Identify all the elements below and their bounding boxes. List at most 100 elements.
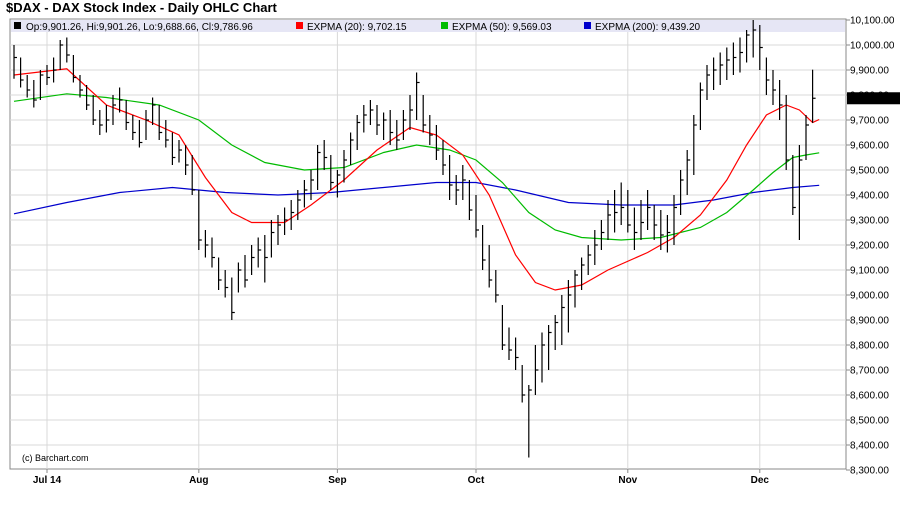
- y-tick-label: 9,300.00: [850, 216, 889, 227]
- ohlc-bar: [429, 115, 433, 145]
- ohlc-bar: [442, 140, 446, 175]
- ohlc-bar: [752, 20, 757, 58]
- x-tick-label: Jul 14: [33, 475, 62, 486]
- y-tick-label: 8,400.00: [850, 441, 889, 452]
- ohlc-bar: [105, 105, 110, 133]
- ohlc-bar: [528, 385, 532, 458]
- y-tick-label: 8,500.00: [850, 416, 889, 427]
- ohlc-bar: [587, 245, 592, 275]
- ohlc-bar: [270, 220, 275, 258]
- legend-ohlc-swatch: [14, 22, 21, 29]
- ohlc-bar: [759, 25, 763, 70]
- ohlc-bar: [646, 190, 651, 230]
- ohlc-bar: [475, 195, 479, 238]
- ohlc-bar: [158, 105, 163, 140]
- ohlc-bar: [514, 337, 519, 370]
- y-tick-label: 10,100.00: [850, 16, 895, 27]
- ohlc-bar: [33, 80, 37, 108]
- ohlc-bar: [376, 105, 380, 135]
- y-tick-label: 9,600.00: [850, 141, 889, 152]
- ohlc-bar: [653, 205, 658, 240]
- ohlc-bar: [534, 345, 539, 395]
- ohlc-bar: [191, 155, 196, 195]
- ohlc-bar: [92, 95, 97, 125]
- ohlc-bar: [778, 80, 783, 120]
- ohlc-bar: [455, 175, 460, 205]
- ohlc-bar: [396, 120, 400, 150]
- ohlc-bar: [501, 305, 506, 350]
- y-tick-label: 9,400.00: [850, 191, 889, 202]
- ohlc-bar: [693, 115, 697, 175]
- ohlc-bar: [600, 220, 605, 250]
- ohlc-bar: [218, 257, 222, 290]
- legend-ema20: EXPMA (20): 9,702.15: [307, 22, 407, 33]
- ohlc-bar: [277, 215, 281, 245]
- ema20-line: [13, 68, 820, 291]
- ohlc-bar: [594, 230, 598, 265]
- credit-text: (c) Barchart.com: [22, 453, 89, 463]
- ohlc-bar: [805, 115, 809, 160]
- y-tick-label: 9,000.00: [850, 291, 889, 302]
- ohlc-bar: [39, 70, 44, 100]
- y-tick-label: 9,100.00: [850, 266, 889, 277]
- ohlc-bar: [792, 155, 796, 215]
- ohlc-bar: [369, 100, 374, 125]
- plot-background: [9, 18, 847, 470]
- ohlc-bar: [284, 207, 288, 235]
- ohlc-bar: [171, 132, 176, 165]
- ohlc-bar: [673, 195, 677, 245]
- legend-ema200: EXPMA (200): 9,439.20: [595, 22, 701, 33]
- y-axis: 8,300.00 8,400.00 8,500.00 8,600.00 8,700.00…: [846, 16, 895, 477]
- ohlc-bar: [383, 112, 387, 140]
- ohlc-bar: [204, 230, 209, 258]
- legend-ema200-swatch: [584, 22, 591, 29]
- ohlc-bar: [343, 150, 347, 183]
- ohlc-bar: [613, 190, 618, 233]
- ohlc-bar: [198, 190, 202, 250]
- ohlc-bar: [811, 69, 816, 123]
- last-price-tag-bg: [847, 92, 900, 105]
- ohlc-bar: [508, 327, 512, 360]
- ohlc-bar: [165, 120, 169, 148]
- ohlc-bar: [627, 190, 631, 233]
- ohlc-bar: [211, 237, 215, 268]
- ohlc-bar: [132, 115, 136, 140]
- x-tick-label: Sep: [328, 475, 346, 486]
- ohlc-bar: [620, 182, 625, 225]
- ohlc-bar: [666, 215, 671, 253]
- ohlc-bar: [178, 140, 182, 163]
- ohlc-bar: [20, 57, 24, 88]
- y-tick-label: 9,700.00: [850, 116, 889, 127]
- ohlc-bar: [712, 57, 717, 90]
- last-price-tag-text: 9,786.96: [850, 94, 889, 105]
- x-gridlines: [46, 32, 761, 469]
- ohlc-bar: [574, 270, 578, 308]
- ohlc-bar: [732, 42, 737, 75]
- ohlc-bar: [580, 257, 585, 290]
- ohlc-bar: [435, 125, 440, 160]
- ohlc-bar: [772, 70, 776, 105]
- ohlc-bar: [310, 170, 314, 200]
- ohlc-bar: [66, 37, 70, 63]
- ohlc-bar: [79, 75, 83, 98]
- ohlc-bar: [726, 47, 730, 80]
- ohlc-bar: [99, 110, 103, 135]
- y-tick-label: 8,300.00: [850, 466, 889, 477]
- ohlc-bar: [561, 295, 565, 345]
- ohlc-bar: [363, 105, 367, 133]
- ohlc-bar: [633, 207, 638, 250]
- ohlc-bar: [798, 145, 803, 240]
- legend-ohlc: Op:9,901.26, Hi:9,901.26, Lo:9,688.66, C…: [26, 22, 253, 33]
- ohlc-bar: [330, 155, 334, 190]
- ohlc-bar: [152, 97, 156, 125]
- ohlc-bar: [567, 280, 572, 333]
- ohlc-bars: [13, 20, 816, 458]
- ohlc-bar: [699, 82, 704, 130]
- legend-ema50: EXPMA (50): 9,569.03: [452, 22, 552, 33]
- ohlc-bar: [317, 145, 321, 190]
- ohlc-bar: [118, 87, 123, 113]
- last-price-tag: 9,786.96: [847, 92, 900, 105]
- legend-bar: [11, 20, 845, 32]
- ohlc-bar: [59, 40, 64, 70]
- chart-title: $DAX - DAX Stock Index - Daily OHLC Char…: [6, 0, 277, 15]
